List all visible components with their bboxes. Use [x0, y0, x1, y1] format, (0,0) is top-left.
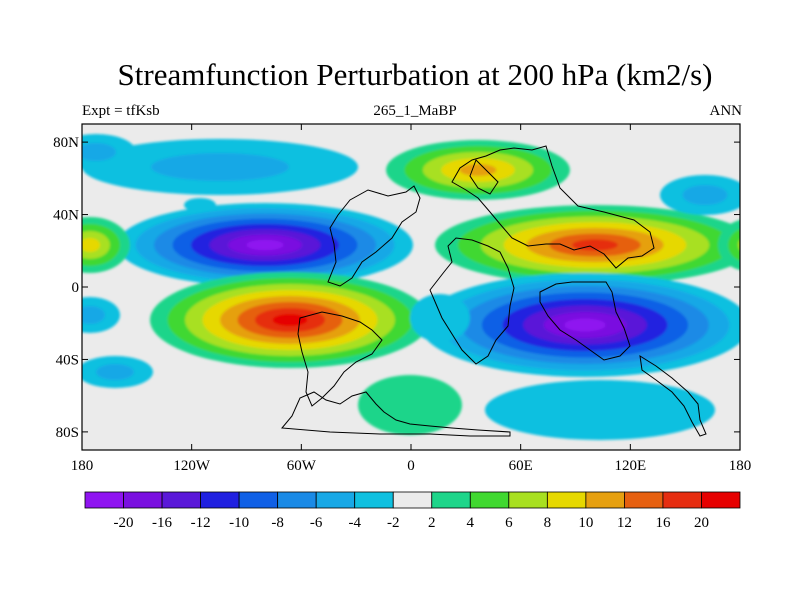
tropical-atlantic-low-contour-level-1: [410, 294, 470, 342]
nh-pacific-trough-contour-level-8: [246, 239, 284, 251]
eastern-edge-high-contour-level-2: [728, 229, 740, 261]
north-pacific-west-low-contour-level-2: [82, 143, 116, 161]
southern-ocean-low-contour-level-1: [485, 380, 715, 440]
western-edge-low-contour-level-2: [82, 306, 105, 324]
y-tick-label-2: 0: [72, 280, 80, 296]
colorbar-label-13: 12: [617, 515, 632, 531]
north-atlantic-high-contour-level-5: [459, 164, 497, 176]
coastline-africa: [429, 237, 515, 365]
colorbar-label-15: 20: [694, 515, 709, 531]
x-tick-label-0: 180: [71, 458, 94, 474]
colorbar-swatch-7: [354, 491, 394, 509]
y-tick-label-0: 80N: [53, 135, 79, 151]
colorbar-swatch-14: [624, 491, 664, 509]
colorbar-label-0: -20: [114, 515, 134, 531]
y-tick-label-4: 80S: [56, 425, 79, 441]
colorbar-swatch-10: [469, 491, 510, 509]
colorbar-swatch-9: [431, 491, 471, 509]
x-tick-label-5: 120E: [614, 458, 646, 474]
x-tick-label-3: 0: [407, 458, 415, 474]
colorbar-label-12: 10: [578, 515, 593, 531]
sh-pacific-ridge-contour-level-8: [272, 314, 308, 326]
colorbar-swatch-0: [84, 491, 124, 509]
eastern-edge-high-contour-level-3: [738, 239, 740, 251]
colorbar-swatch-4: [238, 491, 279, 509]
small-atlantic-low-contour-level-1: [184, 198, 216, 212]
colorbar-swatch-16: [701, 491, 741, 509]
colorbar-swatch-13: [585, 491, 625, 509]
colorbar-label-1: -16: [152, 515, 172, 531]
coastline-east-asia-islands: [639, 355, 707, 437]
colorbar-label-10: 6: [505, 515, 513, 531]
colorbar-swatch-12: [546, 491, 587, 509]
colorbar-label-7: -2: [387, 515, 400, 531]
colorbar-label-14: 16: [655, 515, 671, 531]
coastline-south-america: [297, 311, 383, 407]
colorbar-swatch-1: [123, 491, 163, 509]
y-tick-label-3: 40S: [56, 352, 79, 368]
chart-title: Streamfunction Perturbation at 200 hPa (…: [117, 57, 713, 92]
colorbar-swatch-5: [277, 491, 317, 509]
experiment-label: Expt = tfKsb: [82, 103, 160, 119]
colorbar-swatch-11: [508, 491, 548, 509]
sh-indian-trough-contour-level-8: [564, 318, 606, 332]
x-tick-label-2: 60W: [287, 458, 317, 474]
filled-contours: [82, 134, 740, 440]
coastline-india-australia: [539, 281, 631, 361]
eastern-edge-high-contour-level-1: [718, 219, 740, 271]
plot-area: [82, 124, 740, 450]
colorbar-swatch-8: [392, 491, 433, 509]
colorbar-label-9: 4: [467, 515, 475, 531]
colorbar-swatch-3: [200, 491, 240, 509]
colorbar-label-11: 8: [544, 515, 552, 531]
colorbar-label-4: -8: [271, 515, 284, 531]
subpolar-pacific-low-contour-level-2: [151, 153, 289, 181]
colorbar-label-2: -12: [191, 515, 211, 531]
western-edge-high-contour-level-4: [82, 238, 100, 252]
colorbar-label-8: 2: [428, 515, 436, 531]
axes: 180 120W 60W 0 60E 120E 180 80N 40N 0 40S 80S: [53, 124, 751, 474]
coastlines: [281, 145, 707, 437]
southwest-pacific-low-contour-level-2: [96, 364, 134, 380]
x-tick-label-6: 180: [729, 458, 752, 474]
colorbar-label-6: -4: [348, 515, 361, 531]
x-tick-label-1: 120W: [173, 458, 211, 474]
colorbar-swatch-6: [315, 491, 356, 509]
coastline-greenland: [469, 159, 499, 195]
y-tick-label-1: 40N: [53, 208, 79, 224]
coastline-north-america: [327, 185, 421, 287]
coastline-eurasia: [451, 145, 655, 269]
colorbar-label-3: -10: [229, 515, 249, 531]
coastline-antarctica: [281, 391, 511, 437]
season-label: ANN: [709, 103, 743, 119]
colorbar-swatch-2: [161, 491, 201, 509]
east-pacific-low-contour-level-2: [682, 185, 728, 205]
colorbar-label-5: -6: [310, 515, 323, 531]
south-atlantic-high-contour-level-1: [358, 375, 462, 435]
colorbar-swatch-15: [662, 491, 702, 509]
colorbar: -20 -16 -12 -10 -8 -6 -4 -2 2 4 6 8 10 12 16 20: [84, 491, 741, 531]
case-label: 265_1_MaBP: [373, 103, 457, 119]
x-tick-label-4: 60E: [509, 458, 533, 474]
